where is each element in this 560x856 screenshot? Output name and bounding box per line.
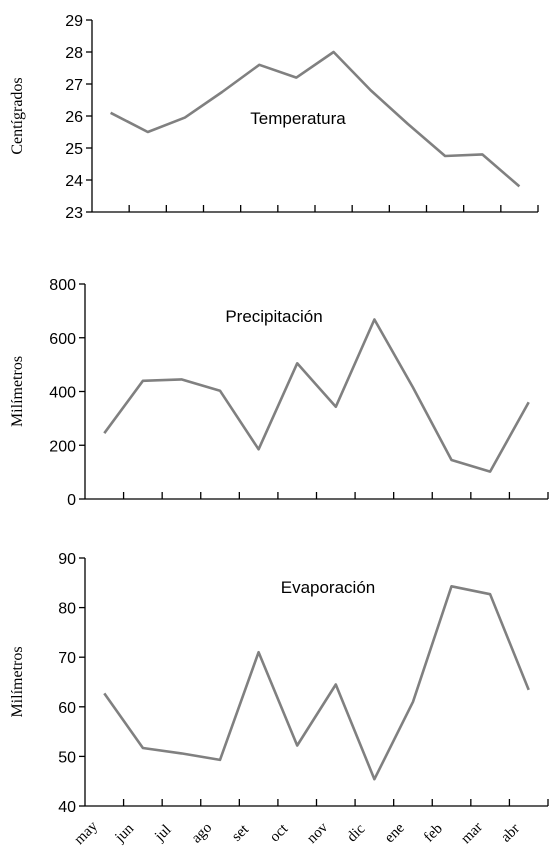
y-axis-label: Centígrados xyxy=(9,77,26,154)
series-title: Evaporación xyxy=(281,578,376,597)
y-tick-label: 40 xyxy=(58,799,76,816)
y-tick-label: 24 xyxy=(65,173,83,190)
chart-panel-3: 40 50 60 70 80 90 Milímetros Evaporación may jun j… xyxy=(9,551,549,848)
y-tick-label: 23 xyxy=(65,205,83,222)
y-tick-label: 50 xyxy=(58,749,76,766)
series-line xyxy=(103,318,530,473)
series-line xyxy=(110,50,521,188)
x-tick-label: mar xyxy=(458,819,486,847)
chart-panel-2: 0 200 400 600 800 Milímetros Precipitación xyxy=(9,277,549,509)
y-tick-label: 27 xyxy=(65,77,83,94)
y-tick-label: 25 xyxy=(65,141,83,158)
y-tick-label: 28 xyxy=(65,45,83,62)
y-tick-label: 400 xyxy=(49,385,76,402)
series-line xyxy=(103,584,530,781)
x-tick-label: set xyxy=(229,821,253,845)
x-tick-label: ene xyxy=(382,820,408,846)
x-tick-label: jun xyxy=(112,820,138,846)
series-title: Temperatura xyxy=(250,109,346,128)
y-tick-label: 60 xyxy=(58,700,76,717)
y-tick-label: 800 xyxy=(49,277,76,294)
x-tick-label: feb xyxy=(421,821,446,846)
y-tick-label: 600 xyxy=(49,331,76,348)
y-tick-label: 80 xyxy=(58,601,76,618)
y-tick-label: 29 xyxy=(65,13,83,30)
x-tick-label: abr xyxy=(498,821,523,846)
y-tick-label: 0 xyxy=(67,492,76,509)
y-axis-label: Milímetros xyxy=(9,646,26,717)
y-tick-label: 26 xyxy=(65,109,83,126)
x-tick-label: dic xyxy=(344,821,369,846)
y-tick-label: 70 xyxy=(58,650,76,667)
chart-panel-1: 23 24 25 26 27 28 29 Centígrados Temperatura xyxy=(9,13,539,222)
x-tick-label: nov xyxy=(304,819,332,847)
y-tick-label: 200 xyxy=(49,438,76,455)
y-tick-label: 90 xyxy=(58,551,76,568)
x-tick-label: ago xyxy=(189,820,216,847)
x-tick-label: jul xyxy=(151,822,174,845)
series-title: Precipitación xyxy=(225,307,322,326)
x-tick-label: may xyxy=(71,818,101,848)
y-axis-label: Milímetros xyxy=(9,356,26,427)
x-tick-label: oct xyxy=(267,820,292,845)
